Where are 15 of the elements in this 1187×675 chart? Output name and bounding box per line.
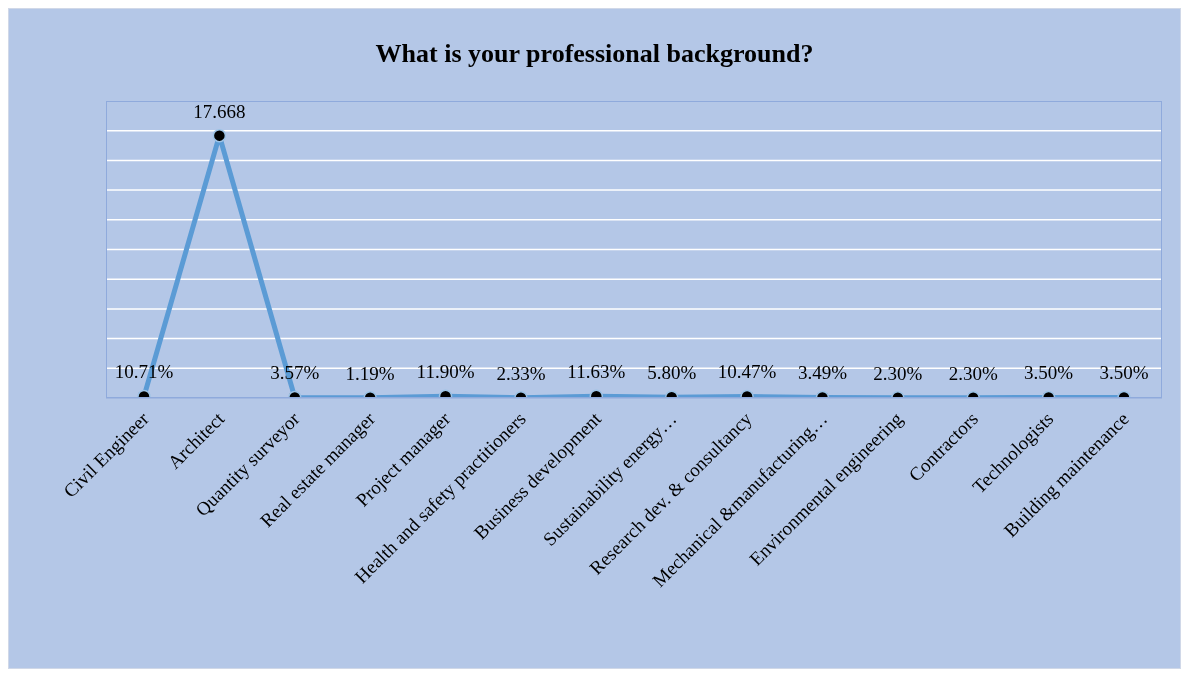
data-label: 10.71% (114, 361, 174, 383)
chart-title: What is your professional background? (374, 39, 815, 69)
data-label: 3.57% (270, 362, 320, 384)
data-label: 1.19% (345, 362, 395, 384)
data-label: 10.47% (717, 361, 777, 383)
data-label: 11.90% (416, 361, 475, 383)
data-label: 17.668 (193, 100, 246, 122)
data-label: 5.80% (647, 362, 697, 384)
data-label: 2.30% (873, 362, 923, 384)
data-label: 3.49% (797, 362, 848, 384)
data-label: 2.33% (496, 362, 546, 384)
data-label: 3.50% (1024, 362, 1074, 384)
data-label: 11.63% (567, 361, 626, 383)
data-label: 2.30% (948, 362, 998, 384)
data-label: 3.50% (1099, 362, 1149, 384)
